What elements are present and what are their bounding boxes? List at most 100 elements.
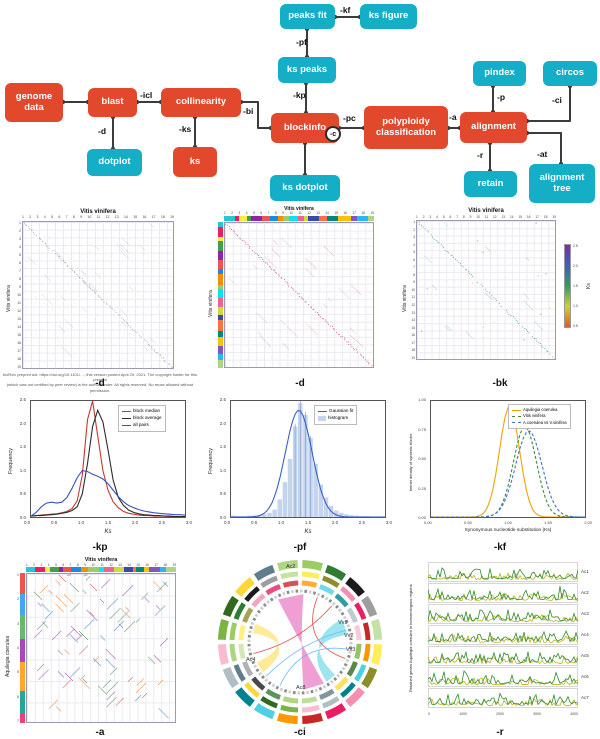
retain-row-label: Ac3: [581, 611, 589, 616]
chromosome-color-segment: [218, 306, 223, 315]
tick-label: 1.5: [304, 520, 312, 525]
tick-label: 15: [136, 563, 140, 567]
top-chromosome-colorbar: [26, 567, 176, 572]
circos-label-Ac8: Ac8: [296, 685, 305, 691]
colorbar-label: Ks: [586, 283, 592, 289]
tick-label: 18: [411, 348, 415, 353]
tick-label: 2: [29, 215, 32, 219]
tick-label: 9: [469, 214, 472, 219]
tick-label: 7: [69, 563, 72, 567]
tick-label: 13: [17, 317, 21, 321]
tick-label: 3: [429, 214, 432, 219]
tick-label: 1.00: [504, 520, 512, 525]
chromosome-color-segment: [99, 567, 105, 572]
circos-label-Vv2: Vv2: [344, 633, 353, 639]
tick-label: 2.00: [584, 520, 592, 525]
tick-label: 8: [76, 563, 79, 567]
dotplot-plot-area: [22, 221, 174, 369]
y-axis-label: Vitis vinifera: [402, 285, 408, 312]
tick-label: 5: [55, 563, 57, 567]
tick-label: 11: [96, 215, 101, 219]
panel-ks-figure: kernel density of syntenic blocks 1.00 0.…: [400, 392, 600, 554]
tick-label: 0.5: [573, 324, 578, 328]
flow-node-circos: circos: [543, 61, 597, 86]
edge-label-pc: -pc: [343, 113, 356, 123]
flow-node-ks: ks: [173, 147, 217, 177]
chromosome-color-segment: [218, 226, 223, 237]
panel-alignment-dotplot: Vitis vinifera 1 2 3 4 5 6 7 8 9 10 11 12 13 14 15 16 17…: [0, 556, 200, 739]
chromosome-color-segment: [71, 567, 81, 572]
tick-label: 1.5: [104, 520, 112, 525]
tick-label: 0.5: [19, 491, 26, 497]
tick-label: 12: [109, 563, 113, 567]
flow-node-peaks-fit: peaks fit: [280, 4, 335, 29]
chromosome-color-segment: [218, 222, 223, 227]
tick-label: 17: [411, 340, 415, 345]
legend-label: all pairs: [133, 421, 149, 427]
chromosome-color-segment: [20, 712, 25, 723]
panel-flag-label: -pf: [293, 542, 307, 553]
tick-label: 2.0: [219, 420, 226, 426]
tick-label: 6: [413, 257, 415, 262]
chromosome-color-segment: [26, 567, 36, 572]
chromosome-color-segment: [338, 216, 351, 221]
tick-label: 10: [289, 211, 293, 215]
tick-label: 2.5: [358, 520, 366, 525]
tick-label: 3: [36, 215, 39, 219]
chromosome-color-segment: [218, 274, 223, 286]
circos-label-Ac4: Ac4: [246, 657, 255, 663]
tick-label: 0.0: [219, 514, 226, 520]
tick-label: 15: [411, 325, 415, 330]
chromosome-color-segment: [160, 567, 167, 572]
tick-label: 9: [413, 280, 415, 285]
tick-label: 2.0: [331, 520, 339, 525]
tick-label: 19: [172, 563, 176, 567]
chromosome-color-segment: [218, 289, 223, 298]
flow-node-ks-dotplot: ks dotplot: [270, 175, 340, 201]
tick-label: 0.50: [464, 520, 472, 525]
circos-label-Vv1: Vv1: [338, 620, 347, 626]
tick-label: 2: [19, 229, 21, 233]
legend-label: Aquilegia coerulea: [523, 407, 558, 412]
legend: Aquilegia coerulea Vitis vinifera A.coerul…: [508, 404, 571, 429]
tick-label: 17: [17, 349, 21, 353]
tick-label: 1.50: [544, 520, 552, 525]
tick-label: 14: [509, 214, 514, 219]
tick-label: 0.5: [250, 520, 258, 525]
tick-label: 2.0: [131, 520, 139, 525]
y-axis-ticks: 1 2 3 4 5 6 7 8 9 10 11 12 13 14 15 16 17 18 19: [409, 220, 415, 360]
tick-label: 1.0: [19, 467, 26, 473]
tick-label: 1.0: [277, 520, 285, 525]
legend-item: block median: [122, 408, 162, 415]
chromosome-color-segment: [250, 216, 262, 221]
chromosome-color-segment: [326, 216, 339, 221]
legend-swatch: [122, 410, 131, 412]
flow-node-alignment: alignment: [460, 112, 527, 143]
legend-label: A.coerulea vs V.vinifera: [523, 419, 567, 425]
flow-node-polyploidy-classification: polyploidy classification: [364, 106, 448, 149]
tick-label: 3: [17, 621, 19, 626]
y-axis-ticks: 2.5 2.0 1.5 1.0 0.5 0.0: [214, 397, 226, 520]
chromosome-color-segment: [80, 567, 88, 572]
y-axis-label: Vitis vinifera: [6, 285, 12, 312]
colorbar-ticks: 2.5 2.0 1.5 1.0 0.5: [573, 244, 585, 328]
flow-node-blast: blast: [88, 88, 137, 117]
tick-label: 19: [370, 211, 374, 215]
chromosome-color-segment: [50, 567, 60, 572]
y-axis-ticks: 1 2 3 4 5 6 7: [13, 573, 19, 723]
chromosome-color-segment: [149, 567, 161, 572]
panel-flag-label: -kf: [493, 542, 507, 553]
plot-title: Vitis vinifera: [80, 209, 116, 215]
retain-row-label: Ac5: [581, 653, 589, 658]
tick-label: 17: [535, 214, 539, 219]
tick-label: 7: [19, 269, 21, 273]
tick-label: 2: [422, 214, 425, 219]
tick-label: 16: [142, 215, 147, 219]
tick-label: 5: [19, 253, 21, 257]
tick-label: 7: [65, 215, 68, 219]
retain-row-label: Ac6: [581, 674, 589, 679]
legend-swatch: [122, 417, 131, 419]
chromosome-color-segment: [104, 567, 115, 572]
chromosome-color-segment: [124, 567, 134, 572]
retain-line-panels: [428, 562, 578, 708]
